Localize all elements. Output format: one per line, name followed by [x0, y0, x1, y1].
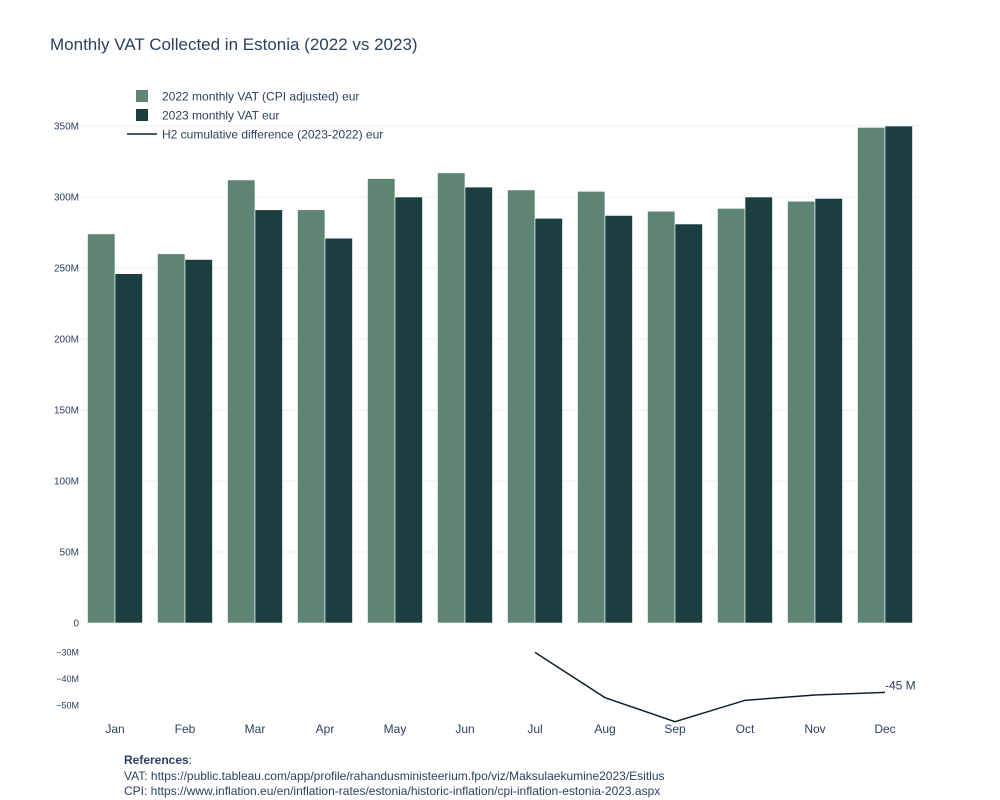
bar-2022-may — [367, 178, 396, 624]
line-end-label: -45 M — [885, 678, 916, 692]
x-tick-label: Feb — [175, 722, 196, 736]
y-tick-label: 50M — [60, 548, 79, 559]
reference-vat: VAT: https://public.tableau.com/app/prof… — [124, 768, 665, 783]
x-tick-label: Jan — [105, 722, 124, 736]
x-tick-label: Sep — [664, 722, 686, 736]
y-tick-label: 300M — [54, 193, 79, 204]
bar-2022-apr — [297, 209, 326, 624]
legend-swatch — [136, 109, 148, 121]
x-tick-label: May — [384, 722, 407, 736]
sub-y-tick-label: −50M — [56, 701, 79, 711]
x-tick-label: Mar — [245, 722, 266, 736]
references-heading: References — [124, 753, 189, 767]
bar-2023-jul — [534, 218, 563, 624]
x-tick-label: Jul — [527, 722, 542, 736]
bar-2023-jun — [464, 186, 493, 624]
bar-2023-may — [394, 196, 423, 624]
reference-cpi: CPI: https://www.inflation.eu/en/inflati… — [124, 784, 661, 798]
bar-2022-jan — [87, 233, 116, 624]
bar-2023-oct — [744, 196, 773, 624]
x-tick-label: Oct — [736, 722, 755, 736]
bar-2022-nov — [787, 200, 816, 624]
chart-title: Monthly VAT Collected in Estonia (2022 v… — [50, 35, 418, 54]
sub-y-tick-label: −40M — [56, 674, 79, 684]
bar-2023-nov — [814, 198, 843, 624]
bar-2023-sep — [674, 223, 703, 624]
bar-2022-dec — [857, 127, 886, 624]
bar-2022-oct — [717, 208, 746, 624]
bar-2022-sep — [647, 210, 676, 624]
legend-label: 2023 monthly VAT eur — [162, 109, 279, 123]
bar-2023-feb — [184, 259, 213, 624]
y-tick-label: 200M — [54, 335, 79, 346]
y-tick-label: 150M — [54, 406, 79, 417]
x-tick-label: Nov — [804, 722, 825, 736]
y-tick-label: 250M — [54, 264, 79, 275]
legend-label: H2 cumulative difference (2023-2022) eur — [162, 128, 383, 142]
x-tick-label: Aug — [594, 722, 615, 736]
y-tick-label: 350M — [54, 122, 79, 133]
legend-swatch — [136, 90, 148, 102]
bar-2022-feb — [157, 253, 186, 624]
x-tick-label: Apr — [316, 722, 335, 736]
legend-label: 2022 monthly VAT (CPI adjusted) eur — [162, 90, 359, 104]
y-tick-label: 0 — [73, 619, 79, 630]
cumulative-difference-line — [534, 651, 886, 723]
bar-2022-jun — [437, 172, 466, 624]
sub-y-tick-label: −30M — [56, 647, 79, 657]
bar-2022-mar — [227, 179, 256, 624]
bar-2023-apr — [324, 237, 353, 624]
bar-2023-jan — [114, 273, 143, 624]
y-tick-label: 100M — [54, 477, 79, 488]
bar-2023-aug — [604, 215, 633, 624]
bar-2023-dec — [884, 125, 913, 624]
bar-2022-aug — [577, 191, 606, 624]
references: References: VAT: https://public.tableau.… — [124, 753, 665, 798]
bar-2023-mar — [254, 209, 283, 624]
x-tick-label: Jun — [455, 722, 474, 736]
x-tick-label: Dec — [874, 722, 895, 736]
bar-2022-jul — [507, 189, 536, 624]
